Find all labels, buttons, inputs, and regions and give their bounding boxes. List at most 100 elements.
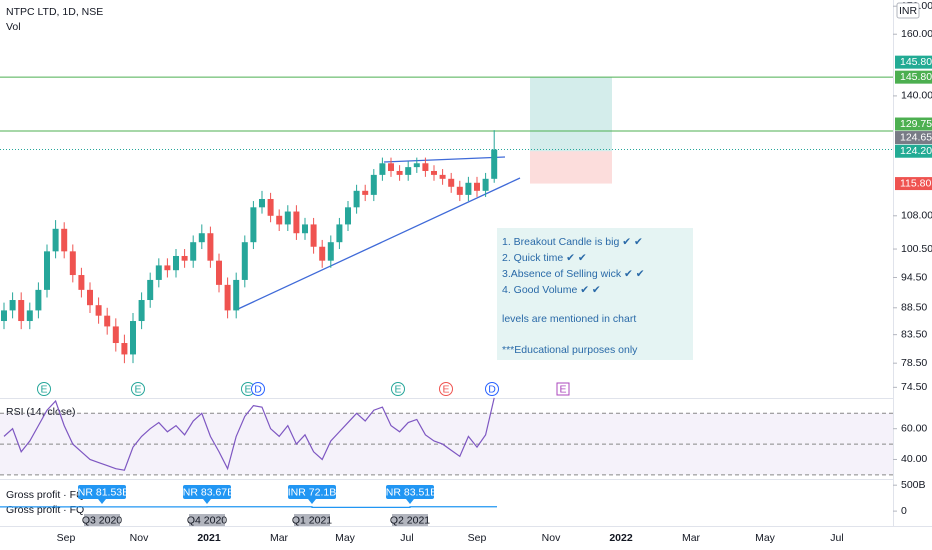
gp-value-label: INR 83.51B: [383, 486, 437, 498]
price-badge-label: 124.65: [900, 131, 932, 143]
event-icon: [131, 382, 145, 396]
candle-body: [224, 284, 231, 311]
price-badge: [895, 131, 932, 145]
candle-body: [112, 326, 119, 344]
gross-profit-title: Gross profit · FQ: [6, 489, 84, 501]
price-badge: [895, 117, 932, 131]
price-tick-label: 83.50: [901, 328, 927, 340]
candle-body: [276, 215, 283, 225]
time-label: May: [755, 532, 776, 544]
annotation-box: [497, 228, 693, 360]
candle-body: [95, 305, 102, 316]
event-icon: [251, 382, 265, 396]
target-zone: [530, 77, 612, 152]
price-badge-label: 129.75: [900, 118, 932, 130]
quarter-label: Q3 2020: [82, 514, 122, 526]
event-label: E: [244, 383, 251, 395]
candle-body: [147, 279, 154, 301]
event-label: E: [134, 383, 141, 395]
candle-body: [327, 242, 334, 261]
price-tick-label: 108.00: [901, 210, 932, 222]
price-tick-label: 78.50: [901, 357, 927, 369]
candle-body: [293, 211, 300, 234]
price-tick-label: 100.50: [901, 243, 932, 255]
price-badge: [895, 55, 932, 69]
candle-body: [155, 265, 162, 280]
event-label: E: [442, 383, 449, 395]
event-label: E: [559, 383, 566, 395]
annotation-line: 4. Good Volume ✔ ✔: [502, 284, 601, 296]
event-icon: [439, 382, 453, 396]
price-badge-label: 145.80: [900, 71, 932, 83]
candle-body: [1, 310, 7, 322]
stop-zone: [530, 151, 612, 184]
symbol-title: NTPC LTD, 1D, NSE: [6, 6, 103, 18]
price-badge: [895, 144, 932, 158]
annotation-line: 2. Quick time ✔ ✔: [502, 252, 587, 264]
time-label: Jul: [400, 532, 413, 544]
time-label: May: [335, 532, 356, 544]
rsi-tick-label: 40.00: [901, 453, 927, 465]
quarter-badge: [84, 514, 120, 526]
candle-body: [379, 163, 386, 175]
event-label: D: [254, 383, 262, 395]
candle-body: [362, 190, 369, 195]
event-label: E: [394, 383, 401, 395]
time-label: Nov: [542, 532, 561, 544]
gp-callout-pointer: [203, 499, 211, 504]
candle-body: [422, 163, 429, 171]
candle-body: [233, 279, 240, 311]
event-icon: [485, 382, 499, 396]
time-label: Jul: [830, 532, 843, 544]
volume-label: Vol: [6, 21, 21, 33]
time-label: 2022: [609, 532, 633, 544]
candle-body: [431, 170, 437, 175]
price-tick-label: 140.00: [901, 90, 932, 102]
candle-body: [207, 233, 214, 261]
time-label: Sep: [468, 532, 487, 544]
currency-label: INR: [899, 5, 918, 17]
gp-tick-label: 0: [901, 505, 907, 517]
candle-body: [482, 178, 489, 191]
quarter-badge: [189, 514, 225, 526]
price-badge: [895, 70, 932, 84]
candle-body: [78, 275, 85, 290]
candle-body: [336, 224, 343, 243]
price-tick-label: 160.00: [901, 28, 932, 40]
rsi-line: [3, 397, 495, 471]
gp-callout-pointer: [98, 499, 106, 504]
event-label: E: [40, 383, 47, 395]
price-badge-label: 115.80: [900, 177, 931, 189]
quarter-label: Q2 2021: [390, 514, 430, 526]
gp-callout: [78, 485, 126, 499]
candle-body: [61, 228, 68, 252]
candle-body: [302, 224, 308, 234]
time-label: Sep: [57, 532, 76, 544]
price-badge-label: 124.20: [900, 145, 932, 157]
candle-body: [310, 224, 317, 247]
quarter-badge: [294, 514, 330, 526]
annotation-line: 1. Breakout Candle is big ✔ ✔: [502, 236, 643, 248]
time-label: Mar: [270, 532, 289, 544]
candle-body: [104, 315, 111, 327]
event-icon: [556, 382, 570, 396]
gp-callout-pointer: [406, 499, 414, 504]
candle-body: [87, 289, 93, 306]
event-icon: [37, 382, 51, 396]
quarter-label: Q1 2021: [292, 514, 332, 526]
gp-callout: [386, 485, 434, 499]
gp-value-label: INR 81.53B: [75, 486, 129, 498]
event-label: D: [488, 383, 496, 395]
price-badge: [895, 177, 932, 191]
annotation-line: ***Educational purposes only: [502, 344, 638, 356]
candle-body: [388, 163, 394, 171]
trend-line: [383, 156, 506, 163]
gross-profit-subtitle: Gross profit · FQ: [6, 504, 84, 516]
trend-line: [237, 177, 521, 310]
candle-body: [164, 265, 171, 271]
gp-value-label: INR 72.1B: [288, 486, 336, 498]
quarter-label: Q4 2020: [187, 514, 227, 526]
price-tick-label: 74.50: [901, 381, 927, 393]
